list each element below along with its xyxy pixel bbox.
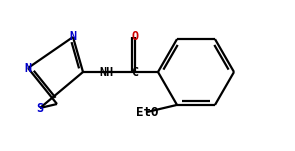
- Text: NH: NH: [100, 66, 114, 79]
- Text: N: N: [69, 31, 77, 43]
- Text: O: O: [132, 31, 139, 43]
- Text: N: N: [24, 61, 32, 74]
- Text: EtO: EtO: [136, 106, 158, 119]
- Text: C: C: [132, 66, 139, 79]
- Text: S: S: [37, 101, 44, 114]
